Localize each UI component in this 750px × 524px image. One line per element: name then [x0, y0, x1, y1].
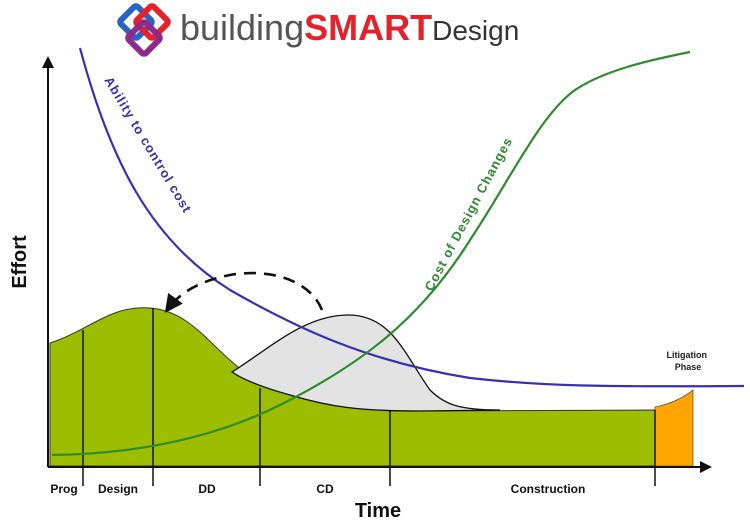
x-axis-title: Time — [355, 500, 401, 522]
cost-curve-label: Cost of Design Changes — [421, 134, 515, 293]
phase-label-cd: CD — [316, 482, 334, 496]
litigation-area — [654, 389, 694, 467]
ability-curve-label: Ability to control cost — [101, 74, 195, 216]
logo-mark-icon — [117, 3, 171, 57]
svg-text:buildingSMARTDesign: buildingSMARTDesign — [180, 7, 519, 48]
y-axis-arrow-icon — [42, 56, 54, 68]
logo-text-building: building — [180, 7, 304, 48]
shifted-effort-area — [230, 314, 501, 412]
phase-label-design: Design — [98, 482, 138, 496]
y-axis-title: Effort — [9, 235, 31, 289]
logo-text-design: Design — [432, 15, 519, 46]
phase-label-dd: DD — [198, 482, 216, 496]
litigation-label-line2: Phase — [675, 362, 702, 372]
ability-curve — [78, 47, 745, 388]
x-axis-arrow-icon — [700, 461, 712, 473]
logo: buildingSMARTDesign — [117, 3, 519, 57]
logo-text-smart: SMART — [304, 7, 432, 48]
phase-label-prog: Prog — [50, 482, 77, 496]
phase-label-construction: Construction — [511, 482, 586, 496]
phase-dividers — [82, 308, 656, 486]
litigation-label: Litigation Phase — [666, 350, 709, 372]
litigation-label-line1: Litigation — [666, 350, 707, 360]
shift-arrow — [164, 271, 324, 313]
cost-curve — [51, 50, 691, 457]
axes — [42, 56, 712, 473]
